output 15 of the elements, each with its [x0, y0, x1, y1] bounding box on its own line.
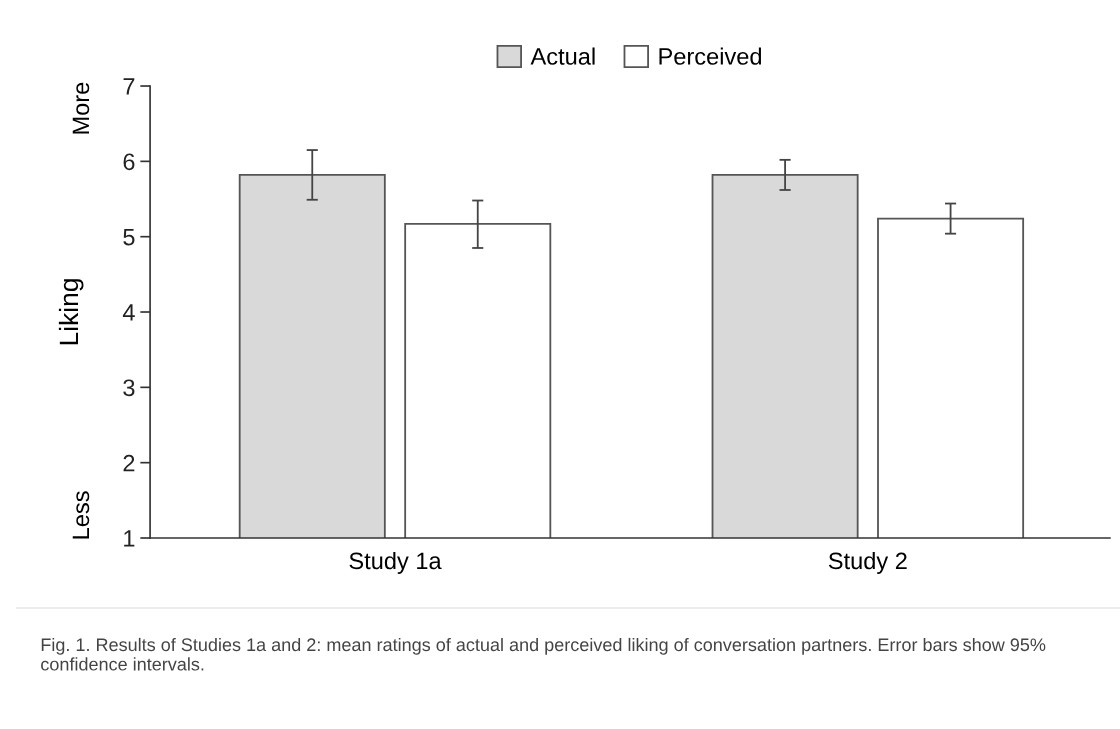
x-tick-label: Study 2 [828, 551, 907, 574]
y-tick-label: 1 [124, 530, 135, 547]
legend-label: Actual [530, 47, 595, 65]
y-tick-label: 5 [123, 228, 135, 246]
y-tick-label: 7 [123, 78, 135, 95]
y-axis-title: Liking [58, 279, 84, 345]
y-tick-label: 6 [123, 153, 135, 171]
y-tick-label: 3 [123, 379, 135, 397]
text: More [72, 82, 90, 134]
caption: Fig. 1. Results of Studies 1a and 2: mean ratings of actual and perceived liking of conversation partners. Error bars show 95% confidence intervals. [41, 637, 1046, 671]
x-tick-label: Study 1a [349, 551, 442, 574]
text: Less [72, 491, 90, 539]
y-tick-label: 4 [122, 304, 135, 321]
y-tick-label: 2 [123, 454, 135, 472]
legend-label: Perceived [659, 47, 762, 65]
